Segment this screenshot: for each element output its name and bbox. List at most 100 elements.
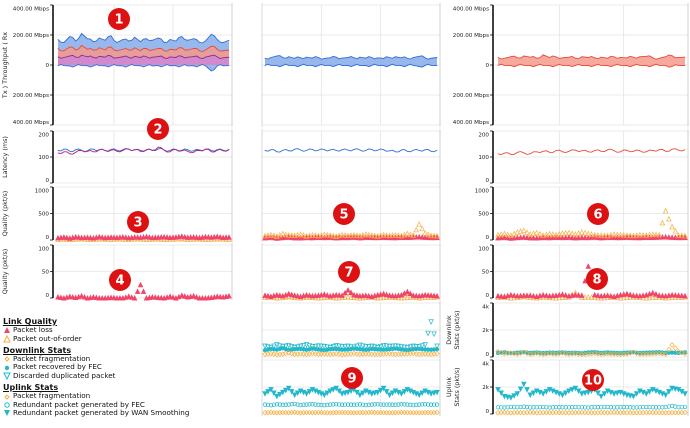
data-point bbox=[276, 65, 278, 66]
diamond-open-marker bbox=[595, 409, 601, 416]
triangle-down-open-marker bbox=[419, 343, 425, 349]
data-point bbox=[377, 65, 379, 66]
diamond-open-marker bbox=[563, 350, 569, 357]
circle-open-marker bbox=[550, 405, 555, 410]
triangle-open-icon bbox=[3, 334, 11, 343]
legend-label: Packet recovered by FEC bbox=[13, 362, 102, 372]
data-point bbox=[175, 149, 177, 151]
data-point bbox=[424, 149, 426, 151]
data-point bbox=[228, 49, 230, 51]
legend-item-packet-loss: Packet loss bbox=[3, 325, 189, 334]
triangle-open-marker bbox=[398, 295, 405, 301]
triangle-down-filled-marker bbox=[321, 392, 328, 399]
diamond-open-marker bbox=[419, 351, 425, 357]
triangle-down-open-marker bbox=[413, 343, 420, 350]
data-point bbox=[187, 65, 189, 67]
data-point bbox=[181, 36, 183, 37]
triangle-filled-marker bbox=[176, 233, 182, 240]
triangle-open-marker bbox=[363, 231, 369, 237]
triangle-down-filled-marker bbox=[386, 392, 393, 399]
triangle-filled-marker bbox=[354, 292, 360, 298]
circle-open-marker bbox=[682, 404, 688, 410]
data-point bbox=[323, 58, 325, 59]
data-point bbox=[169, 56, 171, 58]
data-point bbox=[516, 151, 518, 153]
diamond-open-marker bbox=[588, 351, 595, 357]
triangle-filled-marker bbox=[117, 295, 123, 301]
triangle-open-marker bbox=[546, 230, 553, 237]
data-point bbox=[335, 65, 337, 66]
data-point bbox=[98, 47, 100, 49]
data-point bbox=[639, 56, 641, 58]
circle-open-marker bbox=[393, 402, 398, 407]
triangle-open-marker bbox=[662, 207, 669, 214]
triangle-down-open-marker bbox=[282, 343, 289, 350]
triangle-down-open-marker bbox=[324, 344, 331, 350]
triangle-open-marker bbox=[608, 231, 614, 238]
latency-line bbox=[264, 148, 438, 153]
circle-filled-marker bbox=[319, 347, 324, 352]
circle-filled-marker bbox=[283, 346, 288, 352]
circle-filled-marker bbox=[325, 347, 330, 352]
data-point bbox=[347, 57, 349, 58]
series-3 bbox=[57, 63, 230, 72]
data-point bbox=[116, 150, 118, 152]
triangle-filled-marker bbox=[601, 292, 608, 299]
triangle-filled-marker bbox=[123, 294, 129, 300]
triangle-down-filled-marker bbox=[271, 390, 277, 397]
data-point bbox=[365, 150, 367, 151]
area-fill bbox=[58, 55, 229, 65]
triangle-down-filled-marker bbox=[383, 389, 390, 395]
data-point bbox=[193, 38, 195, 40]
diamond-open-marker bbox=[401, 409, 408, 416]
diamond-open-marker bbox=[265, 409, 271, 416]
triangle-down-filled-marker bbox=[419, 390, 425, 397]
triangle-open-marker bbox=[389, 232, 396, 238]
y-tick-label: 100 bbox=[38, 155, 49, 161]
data-point bbox=[613, 65, 615, 66]
triangle-filled-marker bbox=[58, 234, 64, 241]
triangle-filled-marker bbox=[75, 293, 82, 300]
data-point bbox=[613, 150, 615, 152]
data-point bbox=[294, 65, 296, 66]
panel-col2-throughput bbox=[261, 3, 441, 127]
diamond-open-marker bbox=[666, 409, 672, 416]
triangle-filled-marker bbox=[134, 234, 141, 240]
data-point bbox=[645, 55, 647, 57]
triangle-filled-marker bbox=[498, 234, 504, 241]
triangle-filled-marker bbox=[348, 289, 354, 295]
circle-open-marker bbox=[372, 402, 377, 407]
triangle-down-filled-marker bbox=[288, 389, 295, 395]
data-point bbox=[175, 65, 177, 66]
y-axis-title: Quality (pkt/s) bbox=[1, 249, 9, 295]
triangle-filled-marker bbox=[511, 234, 517, 241]
data-point bbox=[276, 55, 278, 57]
diamond-open-marker bbox=[336, 409, 342, 416]
triangle-filled-marker bbox=[540, 291, 546, 298]
circle-open-marker bbox=[624, 404, 630, 410]
triangle-filled-marker bbox=[312, 292, 319, 299]
data-point bbox=[523, 65, 525, 66]
triangle-down-open-marker bbox=[360, 343, 366, 349]
data-point bbox=[264, 65, 266, 66]
triangle-filled-marker bbox=[187, 234, 194, 240]
triangle-filled-marker bbox=[288, 291, 295, 298]
diamond-open-marker bbox=[572, 350, 579, 357]
triangle-filled-marker bbox=[407, 290, 414, 297]
data-point bbox=[665, 65, 667, 66]
data-point bbox=[75, 151, 77, 153]
data-point bbox=[678, 65, 679, 66]
triangle-down-filled-marker bbox=[416, 392, 422, 399]
data-point bbox=[652, 150, 654, 151]
legend-label: Packet fragmentation bbox=[13, 354, 91, 364]
triangle-open-marker bbox=[585, 293, 592, 300]
triangle-down-open-marker bbox=[395, 343, 402, 350]
circle-filled-marker bbox=[666, 350, 672, 355]
triangle-filled-marker bbox=[517, 292, 524, 299]
data-point bbox=[389, 65, 390, 66]
data-point bbox=[377, 57, 379, 59]
annotation-badge-9: 9 bbox=[341, 367, 363, 389]
data-point bbox=[110, 149, 112, 150]
data-point bbox=[92, 148, 94, 150]
